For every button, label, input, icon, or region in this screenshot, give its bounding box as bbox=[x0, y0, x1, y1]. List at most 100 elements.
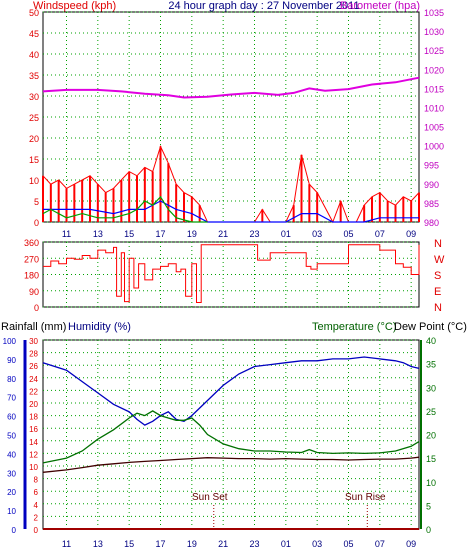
direction-tick-label: 360 bbox=[24, 238, 39, 248]
dewpoint-line bbox=[42, 456, 420, 473]
wind-panel-series bbox=[42, 76, 420, 224]
temperature-tick-label: 0 bbox=[426, 525, 431, 535]
humidity-tick-label: 40 bbox=[7, 450, 16, 459]
barometer-axis-ticks: 980 985 990 995 1000 1005 1010 1015 1020 1025 1030… bbox=[424, 8, 444, 228]
temperature-tick-label: 35 bbox=[426, 360, 436, 370]
windspeed-tick-label: 50 bbox=[29, 8, 39, 18]
x-tick-label-bottom: 05 bbox=[343, 539, 353, 549]
temperature-tick-label: 10 bbox=[426, 478, 436, 488]
x-tick-label-bottom: 01 bbox=[281, 539, 291, 549]
compass-label: S bbox=[434, 270, 441, 282]
humidity-line bbox=[42, 356, 420, 426]
windspeed-axis-ticks: 0 5 10 15 20 25 30 35 40 45 50 bbox=[29, 8, 39, 228]
windspeed-tick-label: 15 bbox=[29, 155, 39, 165]
temperature-header: Temperature (°C) bbox=[312, 321, 396, 333]
windspeed-tick-label: 0 bbox=[34, 218, 39, 228]
barometer-tick-label: 1030 bbox=[424, 27, 444, 37]
temperature-tick-label: 5 bbox=[426, 501, 431, 511]
direction-line bbox=[43, 244, 420, 303]
temperature-tick-label: 30 bbox=[426, 383, 436, 393]
x-tick-label-top: 05 bbox=[343, 229, 353, 239]
humidity-tick-label: 20 bbox=[7, 488, 16, 497]
x-tick-label-bottom: 23 bbox=[249, 539, 259, 549]
x-tick-label-bottom: 21 bbox=[218, 539, 228, 549]
barometer-line bbox=[42, 76, 420, 99]
barometer-tick-label: 985 bbox=[424, 199, 439, 209]
rainfall-tick-label: 28 bbox=[29, 350, 38, 359]
dewpoint-header: Dew Point (°C) bbox=[394, 321, 467, 333]
x-tick-label-top: 01 bbox=[281, 229, 291, 239]
humidity-tick-label: 0 bbox=[12, 526, 17, 535]
barometer-tick-label: 1005 bbox=[424, 123, 444, 133]
compass-label: N bbox=[434, 302, 442, 314]
compass-label: N bbox=[434, 238, 442, 250]
x-tick-label-bottom: 09 bbox=[406, 539, 416, 549]
x-tick-label-bottom: 07 bbox=[375, 539, 385, 549]
graph-title: 24 hour graph day : 27 November 2011 bbox=[168, 0, 359, 12]
rainfall-tick-label: 6 bbox=[34, 488, 39, 497]
direction-tick-label: 90 bbox=[29, 287, 39, 297]
x-tick-label-top: 15 bbox=[124, 229, 134, 239]
compass-label: E bbox=[434, 286, 441, 298]
barometer-header: Barometer (hpa) bbox=[340, 0, 420, 12]
temperature-panel-grid bbox=[43, 339, 419, 530]
barometer-tick-label: 1015 bbox=[424, 84, 444, 94]
barometer-tick-label: 1000 bbox=[424, 142, 444, 152]
barometer-tick-label: 1035 bbox=[424, 8, 444, 18]
rainfall-tick-label: 30 bbox=[29, 337, 38, 346]
humidity-tick-label: 50 bbox=[7, 432, 16, 441]
rainfall-tick-label: 8 bbox=[34, 476, 39, 485]
x-tick-label-bottom: 13 bbox=[93, 539, 103, 549]
humidity-header: Humidity (%) bbox=[68, 321, 131, 333]
windspeed-tick-label: 5 bbox=[34, 197, 39, 207]
humidity-tick-label: 10 bbox=[7, 507, 16, 516]
humidity-tick-label: 90 bbox=[7, 356, 16, 365]
windspeed-tick-label: 10 bbox=[29, 176, 39, 186]
barometer-tick-label: 990 bbox=[424, 180, 439, 190]
x-tick-label-bottom: 15 bbox=[124, 539, 134, 549]
rainfall-tick-label: 10 bbox=[29, 463, 38, 472]
rainfall-tick-label: 24 bbox=[29, 375, 38, 384]
x-axis-labels: 11 11 13 13 15 15 17 17 19 19 21 21 23 23 01 01 03 03 05 05… bbox=[62, 229, 416, 549]
direction-tick-label: 0 bbox=[34, 303, 39, 313]
temperature-axis-ticks: 0 5 10 15 20 25 30 35 40 bbox=[426, 336, 436, 535]
temperature-tick-label: 20 bbox=[426, 431, 436, 441]
humidity-tick-label: 80 bbox=[7, 375, 16, 384]
barometer-tick-label: 1025 bbox=[424, 46, 444, 56]
windspeed-tick-label: 25 bbox=[29, 113, 39, 123]
rainfall-tick-label: 12 bbox=[29, 450, 38, 459]
humidity-axis-ticks: 0 10 20 30 40 50 60 70 80 90 100 bbox=[3, 337, 17, 535]
barometer-tick-label: 980 bbox=[424, 218, 439, 228]
windspeed-tick-label: 20 bbox=[29, 134, 39, 144]
humidity-tick-label: 60 bbox=[7, 413, 16, 422]
windspeed-line bbox=[42, 195, 208, 223]
x-tick-label-top: 13 bbox=[93, 229, 103, 239]
x-tick-label-bottom: 19 bbox=[187, 539, 197, 549]
humidity-tick-label: 100 bbox=[3, 337, 17, 346]
barometer-tick-label: 1010 bbox=[424, 103, 444, 113]
x-tick-label-top: 03 bbox=[312, 229, 322, 239]
direction-panel-series bbox=[43, 244, 420, 303]
rainfall-tick-label: 22 bbox=[29, 387, 38, 396]
x-tick-label-bottom: 03 bbox=[312, 539, 322, 549]
windspeed-header: Windspeed (kph) bbox=[33, 0, 116, 12]
x-tick-label-top: 11 bbox=[62, 229, 71, 239]
rainfall-tick-label: 0 bbox=[34, 526, 39, 535]
sunset-label: Sun Set bbox=[192, 492, 228, 503]
x-tick-label-top: 21 bbox=[218, 229, 228, 239]
compass-label: W bbox=[434, 254, 445, 266]
windspeed-tick-label: 40 bbox=[29, 50, 39, 60]
temperature-tick-label: 25 bbox=[426, 407, 436, 417]
direction-tick-label: 180 bbox=[24, 271, 39, 281]
x-tick-label-top: 17 bbox=[155, 229, 165, 239]
rainfall-tick-label: 18 bbox=[29, 413, 38, 422]
rainfall-tick-label: 20 bbox=[29, 400, 38, 409]
windspeed-tick-label: 35 bbox=[29, 71, 39, 81]
temperature-tick-label: 40 bbox=[426, 336, 436, 346]
barometer-tick-label: 1020 bbox=[424, 65, 444, 75]
sunrise-label: Sun Rise bbox=[345, 492, 386, 503]
humidity-tick-label: 30 bbox=[7, 469, 16, 478]
